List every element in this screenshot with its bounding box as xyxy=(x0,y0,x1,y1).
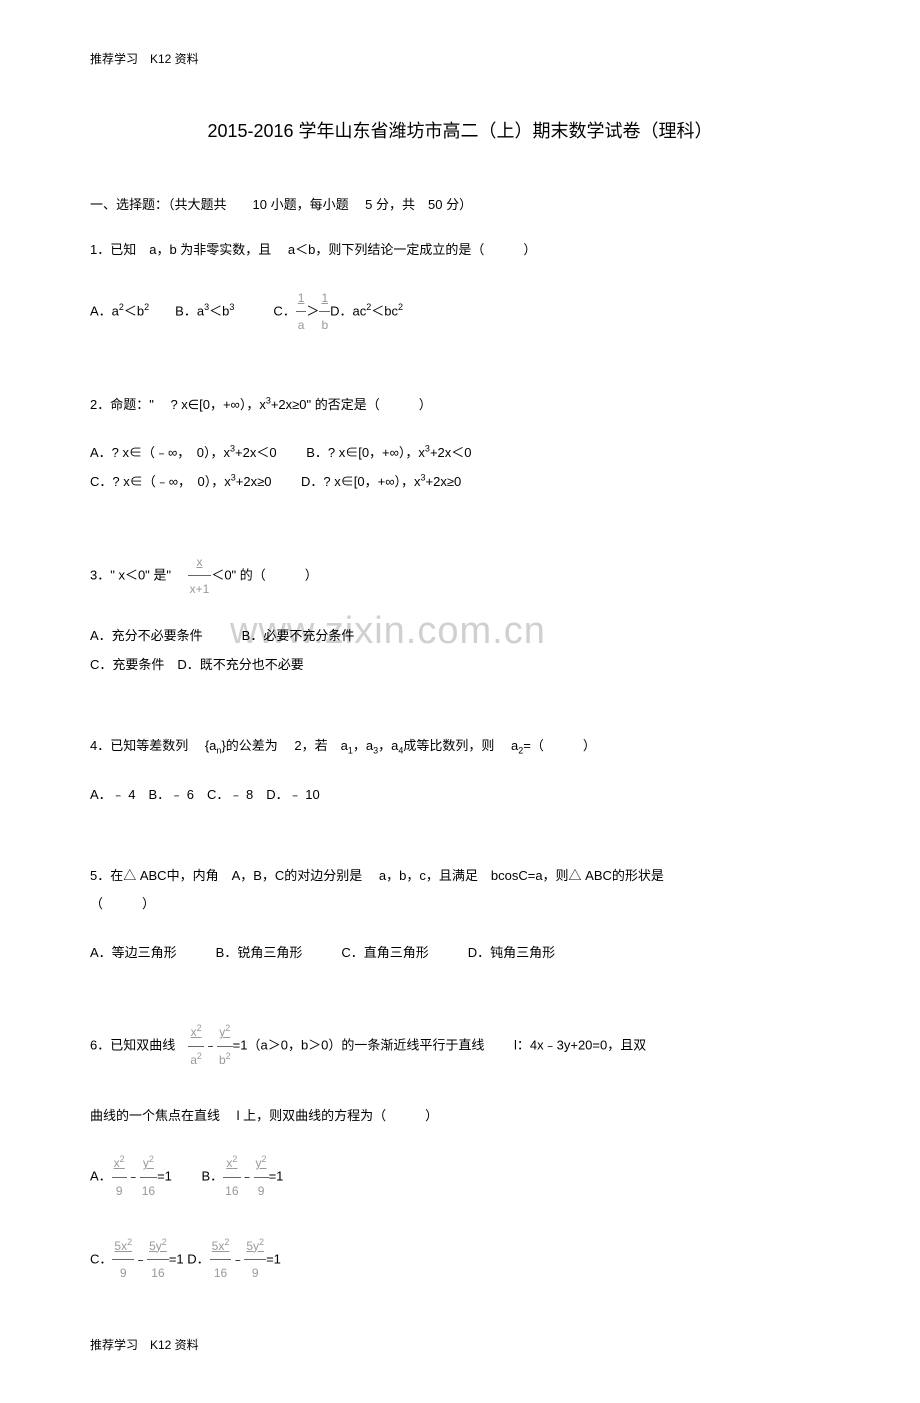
q1-sup6: 2 xyxy=(398,302,403,312)
q3-prefix: 3．" x＜0" 是" xyxy=(90,567,188,582)
q6-frac5: x216 xyxy=(223,1150,240,1204)
question-2: 2．命题：" ? x∈[0，+∞），x3+2x≥0" 的否定是（ ） xyxy=(90,391,830,420)
q4-suffix: 成等比数列，则 a xyxy=(403,738,518,753)
q3-line2: C．充要条件 D．既不充分也不必要 xyxy=(90,657,304,672)
q6-mid: ﹣ xyxy=(204,1038,217,1053)
q2-opt-c: C．? x∈（﹣∞， 0），x xyxy=(90,474,231,489)
q1-frac2: 1b xyxy=(319,285,330,339)
q6-opt-c-prefix: C． xyxy=(90,1251,112,1266)
q1-opt-b: B．a xyxy=(149,303,204,318)
question-6: 6．已知双曲线 x2a2﹣y2b2=1（a＞0，b＞0）的一条渐近线平行于直线 … xyxy=(90,1019,830,1130)
header: 推荐学习 K12 资料 xyxy=(90,50,830,67)
q6-frac8: 5y216 xyxy=(147,1233,169,1287)
q6-opt-a-suffix: =1 B． xyxy=(157,1169,223,1184)
q6-line2: 曲线的一个焦点在直线 l 上，则双曲线的方程为（ ） xyxy=(90,1108,438,1123)
q4-mid2: ，a xyxy=(353,738,373,753)
q6-opt-b-mid: ﹣ xyxy=(241,1169,254,1184)
q2-opt-b-suffix: +2x＜0 xyxy=(430,445,472,460)
q6-frac4: y216 xyxy=(140,1150,157,1204)
q1-opt-a2: ＜b xyxy=(124,303,144,318)
q4-mid3: ，a xyxy=(378,738,398,753)
q1-opt-b2: ＜b xyxy=(209,303,229,318)
q6-opt-c-suffix: =1 D． xyxy=(169,1251,210,1266)
q2-opt-a-suffix: +2x＜0 B．? x∈[0，+∞），x xyxy=(235,445,425,460)
q1-opt-d2: ＜bc xyxy=(371,303,398,318)
q1-frac1: 1a xyxy=(296,285,307,339)
q6-opt-c-mid: ﹣ xyxy=(134,1251,147,1266)
q6-opt-a-prefix: A． xyxy=(90,1169,112,1184)
q1-opt-c-mid: ＞ xyxy=(306,303,319,318)
q1-options: A．a2＜b2 B．a3＜b3 C．1a＞1bD．ac2＜bc2 xyxy=(90,285,830,339)
q3-options: A．充分不必要条件 B．必要不充分条件 C．充要条件 D．既不充分也不必要 xyxy=(90,622,830,679)
q2-text: 2．命题：" ? x∈[0，+∞），x xyxy=(90,397,266,412)
section-header: 一、选择题：（共大题共 10 小题，每小题 5 分，共 50 分） xyxy=(90,193,830,216)
q4-mid: }的公差为 2，若 a xyxy=(221,738,347,753)
q1-opt-c: C． xyxy=(234,303,295,318)
page-title: 2015-2016 学年山东省潍坊市高二（上）期末数学试卷（理科） xyxy=(90,117,830,143)
page-content: 推荐学习 K12 资料 2015-2016 学年山东省潍坊市高二（上）期末数学试… xyxy=(90,50,830,1353)
q2-options: A．? x∈（﹣∞， 0），x3+2x＜0 B．? x∈[0，+∞），x3+2x… xyxy=(90,439,830,496)
footer: 推荐学习 K12 资料 xyxy=(90,1336,830,1353)
q3-line1: A．充分不必要条件 B．必要不充分条件 xyxy=(90,628,354,643)
q6-opt-d-suffix: =1 xyxy=(266,1251,281,1266)
q3-frac: xx+1 xyxy=(188,549,212,603)
q6-frac1: x2a2 xyxy=(188,1019,204,1073)
q4-text: 4．已知等差数列 {a xyxy=(90,738,216,753)
question-5: 5．在△ ABC中，内角 A，B，C的对边分别是 a，b，c，且满足 bcosC… xyxy=(90,862,830,919)
q4-end: =（ ） xyxy=(523,738,596,753)
q3-suffix: ＜0" 的（ ） xyxy=(211,567,317,582)
q4-options: A．﹣ 4 B．﹣ 6 C．﹣ 8 D．﹣ 10 xyxy=(90,781,830,810)
q5-text2: （ ） xyxy=(90,896,155,911)
q2-opt-d-suffix: +2x≥0 xyxy=(426,474,462,489)
q1-opt-d: D．ac xyxy=(330,303,366,318)
q6-frac9: 5x216 xyxy=(210,1233,232,1287)
q1-text: 1．已知 a，b 为非零实数，且 a＜b，则下列结论一定成立的是（ ） xyxy=(90,242,536,257)
q6-opt-d-mid: ﹣ xyxy=(231,1251,244,1266)
q6-frac7: 5x29 xyxy=(112,1233,134,1287)
q5-opts: A．等边三角形 B．锐角三角形 C．直角三角形 D．钝角三角形 xyxy=(90,945,555,960)
q5-text: 5．在△ ABC中，内角 A，B，C的对边分别是 a，b，c，且满足 bcosC… xyxy=(90,868,664,883)
q4-opts: A．﹣ 4 B．﹣ 6 C．﹣ 8 D．﹣ 10 xyxy=(90,787,320,802)
q6-frac10: 5y29 xyxy=(244,1233,266,1287)
q1-opt-a: A．a xyxy=(90,303,119,318)
question-3: 3．" x＜0" 是" xx+1＜0" 的（ ） xyxy=(90,549,830,603)
q6-frac3: x29 xyxy=(112,1150,127,1204)
q6-frac2: y2b2 xyxy=(217,1019,233,1073)
q6-opt-a-mid: ﹣ xyxy=(127,1169,140,1184)
question-1: 1．已知 a，b 为非零实数，且 a＜b，则下列结论一定成立的是（ ） xyxy=(90,236,830,265)
q2-opt-a: A．? x∈（﹣∞， 0），x xyxy=(90,445,230,460)
q2-opt-c-suffix: +2x≥0 D．? x∈[0，+∞），x xyxy=(236,474,421,489)
q6-suffix: =1（a＞0，b＞0）的一条渐近线平行于直线 l：4x﹣3y+20=0，且双 xyxy=(233,1038,647,1053)
q6-prefix: 6．已知双曲线 xyxy=(90,1038,188,1053)
q6-options: A．x29﹣y216=1 B．x216﹣y29=1 C．5x29﹣5y216=1… xyxy=(90,1150,830,1286)
q2-text-suffix: +2x≥0" 的否定是（ ） xyxy=(271,397,432,412)
q5-options: A．等边三角形 B．锐角三角形 C．直角三角形 D．钝角三角形 xyxy=(90,939,830,968)
q6-frac6: y29 xyxy=(254,1150,269,1204)
q6-opt-b-suffix: =1 xyxy=(269,1169,284,1184)
question-4: 4．已知等差数列 {an}的公差为 2，若 a1，a3，a4成等比数列，则 a2… xyxy=(90,732,830,761)
